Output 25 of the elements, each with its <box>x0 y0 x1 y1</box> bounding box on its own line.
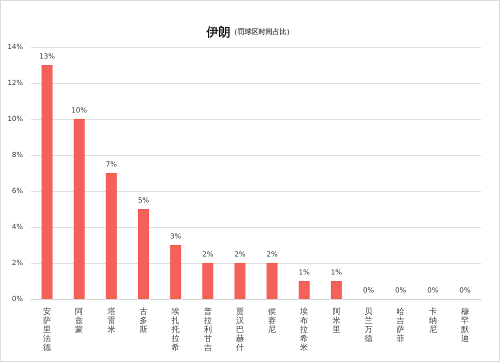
x-tick-label: 埃布拉希米 <box>299 307 308 352</box>
x-tick-label: 贝兰万德 <box>364 307 372 343</box>
x-tick-label: 哈吉萨菲 <box>396 307 405 343</box>
bar <box>170 245 182 299</box>
x-tick-label: 贾汉巴赫什 <box>236 307 244 352</box>
bar <box>74 119 85 299</box>
bar <box>234 263 246 299</box>
x-tick-label: 卡纳尼 <box>428 307 437 334</box>
chart-title: 伊朗 <box>206 25 230 39</box>
bar <box>138 209 149 299</box>
x-tick-label: 阿兹蒙 <box>75 307 84 334</box>
x-tick-label: 古多斯 <box>140 307 148 334</box>
bar <box>298 281 310 299</box>
bar <box>106 173 117 299</box>
bar <box>266 263 278 299</box>
bar <box>42 65 53 299</box>
x-tick-label: 侯赛尼 <box>268 307 276 334</box>
x-tick-label: 埃扎托拉希 <box>170 307 180 352</box>
x-tick-label: 阿米里 <box>332 307 340 334</box>
x-tick-label: 普拉利甘吉 <box>204 307 212 352</box>
bar <box>202 263 214 299</box>
x-tick-label: 安萨里法德 <box>43 307 52 352</box>
x-tick-label: 塔雷米 <box>106 307 116 334</box>
x-tick-label: 穆罕默迪 <box>460 307 469 343</box>
bar <box>330 281 342 299</box>
